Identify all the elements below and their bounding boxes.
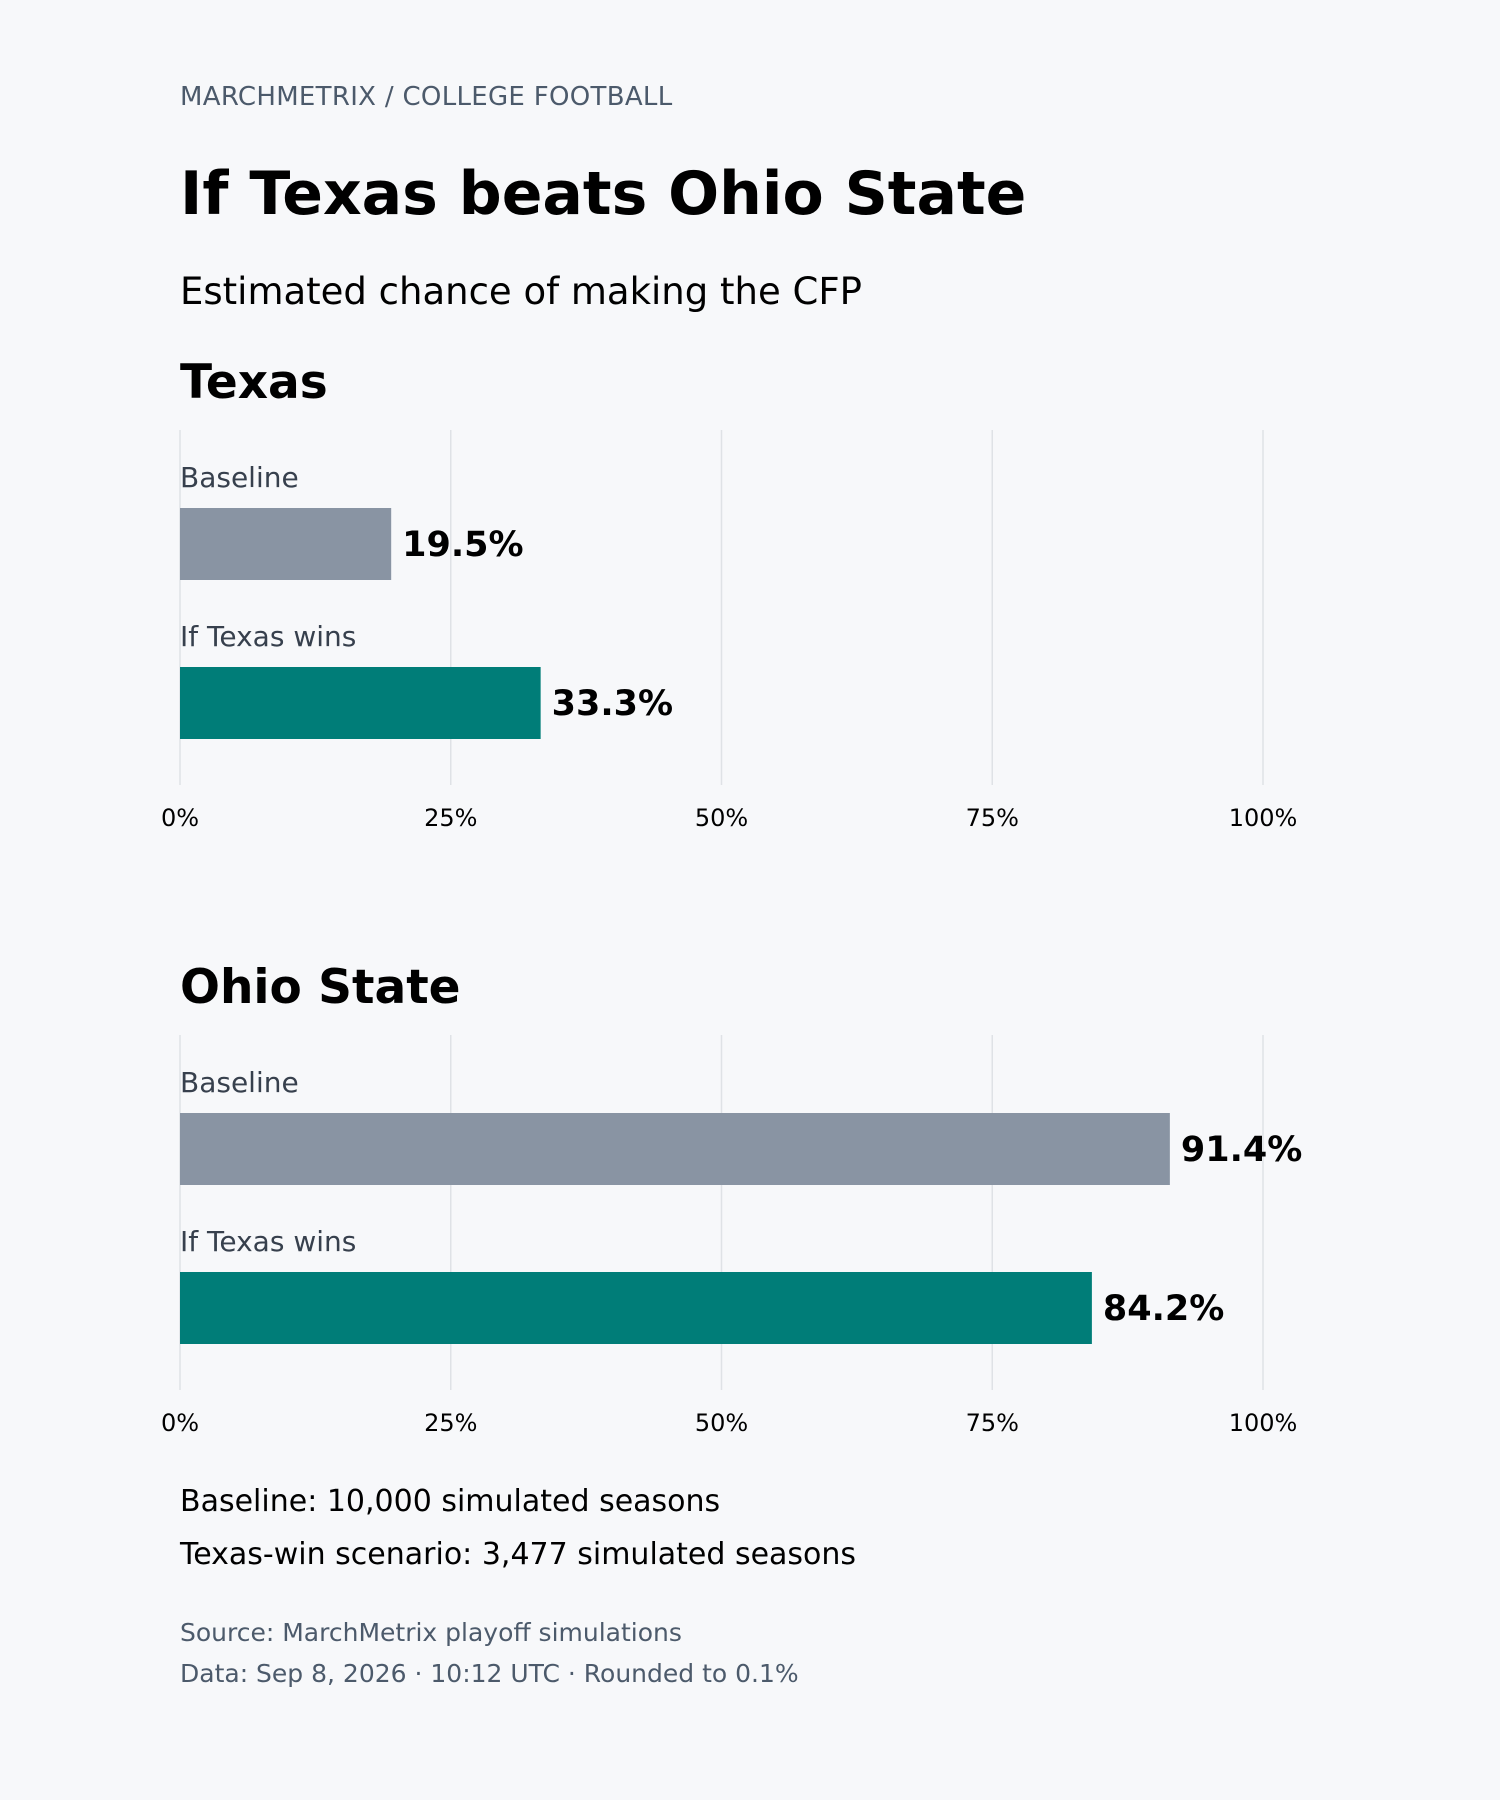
chart-texas: Baseline 19.5% If Texas wins 33.3% 0% 25% 50% 7… (161, 430, 1380, 840)
x-tick-label: 0% (161, 804, 199, 832)
bar-if-texas-wins (180, 667, 541, 739)
x-tick-label: 25% (424, 804, 477, 832)
page-subtitle: Estimated chance of making the CFP (180, 270, 862, 313)
x-tick-label: 100% (1229, 804, 1298, 832)
x-tick-label: 50% (695, 1409, 748, 1437)
note-scenario: Texas-win scenario: 3,477 simulated seas… (180, 1537, 857, 1572)
category-label: If Texas wins (180, 1225, 356, 1258)
x-tick-label: 100% (1229, 1409, 1298, 1437)
x-tick-label: 75% (966, 804, 1019, 832)
x-tick-label: 25% (424, 1409, 477, 1437)
category-label: If Texas wins (180, 620, 356, 653)
chart-ohio-state-svg: Baseline 91.4% If Texas wins 84.2% 0% 25% 50% 7… (161, 1035, 1302, 1437)
value-label: 33.3% (552, 684, 673, 724)
bar-baseline (180, 1113, 1170, 1185)
kicker: MARCHMETRIX / COLLEGE FOOTBALL (180, 82, 673, 112)
bar-if-texas-wins (180, 1272, 1092, 1344)
bar-baseline (180, 508, 392, 580)
x-tick-label: 50% (695, 804, 748, 832)
chart-ohio-state: Baseline 91.4% If Texas wins 84.2% 0% 25% 50% 7… (161, 1035, 1380, 1445)
chart-title-ohio-state: Ohio State (180, 960, 461, 1015)
value-label: 84.2% (1103, 1289, 1224, 1329)
category-label: Baseline (180, 461, 299, 494)
data-line: Data: Sep 8, 2026 · 10:12 UTC · Rounded … (180, 1659, 799, 1688)
page-title: If Texas beats Ohio State (180, 159, 1027, 229)
chart-title-texas: Texas (180, 355, 328, 410)
source-line: Source: MarchMetrix playoff simulations (180, 1618, 682, 1647)
value-label: 91.4% (1181, 1130, 1302, 1170)
chart-texas-svg: Baseline 19.5% If Texas wins 33.3% 0% 25% 50% 7… (161, 430, 1298, 832)
x-tick-label: 0% (161, 1409, 199, 1437)
x-tick-label: 75% (966, 1409, 1019, 1437)
note-baseline: Baseline: 10,000 simulated seasons (180, 1484, 721, 1519)
value-label: 19.5% (402, 525, 523, 565)
category-label: Baseline (180, 1066, 299, 1099)
